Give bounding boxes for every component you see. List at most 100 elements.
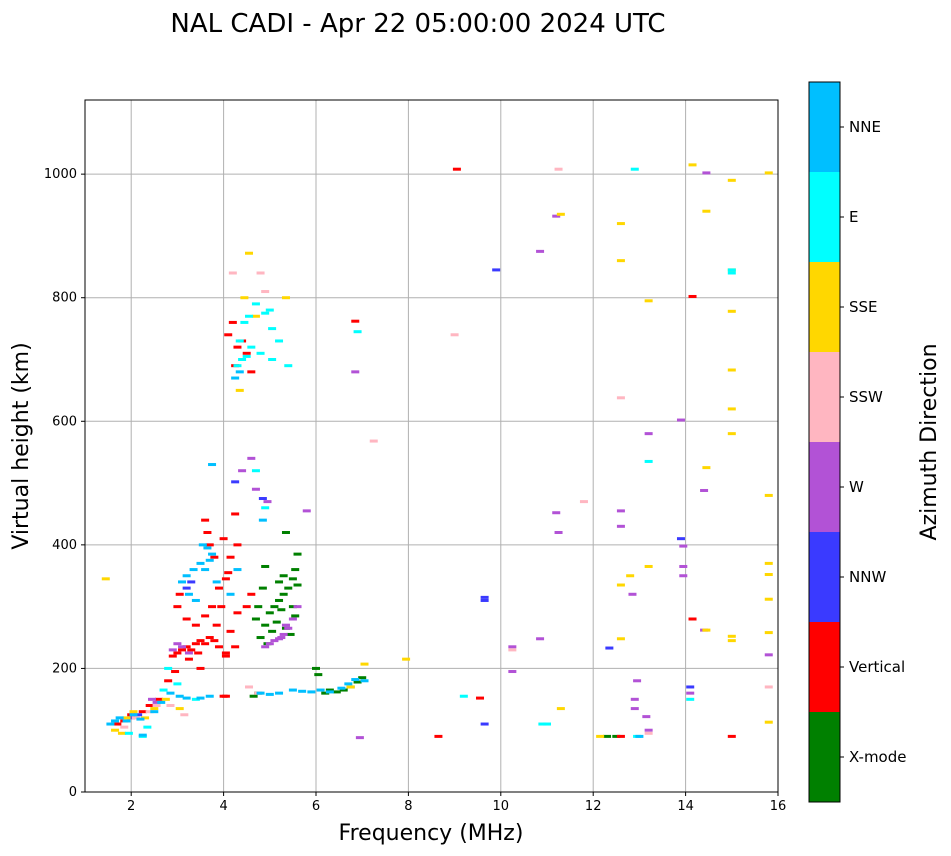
chart-title: NAL CADI - Apr 22 05:00:00 2024 UTC [170,9,665,39]
data-point [212,623,221,627]
data-point [182,617,191,621]
data-point [312,666,320,670]
y-axis-label: Virtual height (km) [9,342,34,549]
data-point [277,608,286,612]
data-point [166,691,175,695]
data-point [727,407,736,411]
data-point [727,368,736,372]
data-point [166,704,175,707]
data-point [268,327,277,331]
data-point [261,506,270,510]
data-point [261,645,270,649]
x-tick-label: 4 [219,799,227,814]
x-tick-label: 10 [493,799,510,814]
data-point [265,308,274,312]
data-point [764,597,773,601]
y-tick-label: 400 [52,538,77,553]
colorbar-segment [809,622,840,712]
data-point [275,598,284,602]
data-point [450,333,459,337]
data-point [764,561,773,565]
data-point [251,302,260,306]
data-point [168,648,177,652]
colorbar-frame [808,81,841,803]
data-point [175,694,184,698]
data-point [261,290,270,294]
data-point [275,691,284,695]
data-point [552,511,561,515]
data-point [173,682,182,686]
data-point [727,271,736,275]
data-point [321,691,330,695]
colorbar-segment [809,262,840,352]
data-point [360,662,369,666]
data-point [268,629,277,633]
data-point [201,568,210,572]
colorbar-tick-label: X-mode [849,748,906,766]
data-point [616,509,625,513]
data-point [242,354,251,358]
data-point [554,531,563,534]
data-point [556,707,565,711]
data-point [480,598,489,602]
data-point [138,733,147,737]
data-point [644,432,653,436]
data-point [178,645,187,649]
data-point [298,689,307,693]
data-point [325,690,334,694]
data-point [339,688,348,692]
data-point [228,320,237,324]
data-point [196,666,205,670]
data-point [231,512,240,516]
grid-lines [85,100,779,793]
data-point [238,469,247,473]
data-point [727,309,736,313]
data-point [279,592,288,596]
data-point [616,259,625,263]
colorbar-label: Azimuth Direction [917,343,942,540]
data-point [270,639,279,643]
data-point [616,734,625,738]
data-point [293,552,302,556]
data-point [191,642,200,646]
data-point [224,571,233,575]
data-point [702,209,711,213]
data-point [175,707,184,711]
data-point [275,339,284,343]
data-point [171,670,180,674]
data-point [214,586,223,590]
colorbar-tick-label: SSE [849,298,878,316]
data-point [351,678,360,682]
axis-ticks: 2 4 6 8 10 12 14 16 0 200 400 600 800 1000 [44,167,786,814]
data-point [242,351,251,355]
data-point [270,605,279,609]
data-point [508,648,517,652]
data-point [196,639,205,643]
data-point [150,707,159,711]
data-point [261,623,270,627]
data-point [508,645,517,649]
data-point [131,716,140,720]
data-point [187,648,196,652]
data-point [208,463,217,467]
data-point [201,614,210,618]
data-point [117,731,126,735]
data-point [245,314,254,318]
colorbar-segment [809,712,840,802]
data-point [644,564,653,568]
data-point [508,670,517,674]
data-point [233,345,242,349]
data-point [492,268,501,272]
data-point [727,178,736,182]
data-point [476,696,485,700]
data-point [688,294,697,298]
data-point [630,707,639,711]
data-point [284,626,293,630]
colorbar-tick-label: SSW [849,388,883,406]
data-point [136,717,145,721]
data-point [173,605,182,609]
series-vertical [113,167,736,738]
data-point [351,319,360,323]
data-point [247,345,256,349]
data-point [251,469,260,473]
